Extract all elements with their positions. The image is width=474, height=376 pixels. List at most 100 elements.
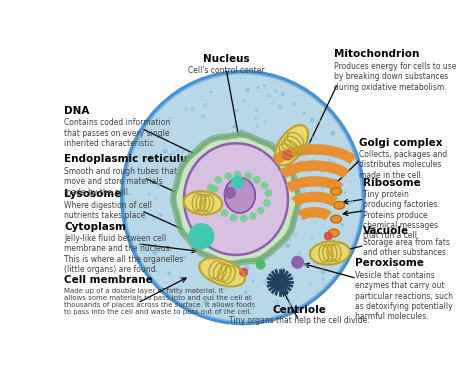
Ellipse shape	[157, 183, 160, 187]
Ellipse shape	[250, 213, 256, 219]
Ellipse shape	[330, 163, 334, 167]
Ellipse shape	[293, 219, 295, 221]
Ellipse shape	[199, 258, 245, 287]
Ellipse shape	[247, 215, 248, 217]
Ellipse shape	[170, 154, 172, 156]
Ellipse shape	[275, 125, 308, 165]
Ellipse shape	[306, 180, 309, 183]
Ellipse shape	[173, 152, 175, 154]
Ellipse shape	[219, 136, 222, 139]
Ellipse shape	[211, 204, 214, 207]
Ellipse shape	[232, 176, 243, 188]
Ellipse shape	[321, 270, 325, 274]
Ellipse shape	[225, 287, 228, 290]
Ellipse shape	[264, 280, 267, 284]
Ellipse shape	[276, 167, 279, 170]
Ellipse shape	[290, 168, 293, 171]
Ellipse shape	[290, 239, 291, 241]
Ellipse shape	[323, 145, 326, 147]
Ellipse shape	[153, 251, 157, 255]
Ellipse shape	[208, 193, 211, 197]
Ellipse shape	[295, 190, 297, 193]
Ellipse shape	[283, 267, 284, 269]
Ellipse shape	[211, 186, 218, 192]
Ellipse shape	[312, 159, 314, 161]
Ellipse shape	[270, 183, 272, 185]
Ellipse shape	[233, 303, 236, 306]
Ellipse shape	[237, 265, 240, 268]
Ellipse shape	[268, 94, 270, 97]
Ellipse shape	[280, 138, 283, 141]
Text: Ribosome: Ribosome	[363, 177, 421, 188]
Text: Mitochondrion: Mitochondrion	[334, 49, 419, 59]
Ellipse shape	[254, 240, 256, 243]
Ellipse shape	[289, 179, 292, 183]
Text: Tiny protein
producing factories.
Proteins produce
chemical messages
that run a : Tiny protein producing factories. Protei…	[363, 190, 440, 241]
Ellipse shape	[262, 188, 265, 191]
Ellipse shape	[288, 302, 292, 305]
Ellipse shape	[234, 212, 236, 215]
Ellipse shape	[281, 223, 283, 224]
Ellipse shape	[283, 203, 285, 206]
Ellipse shape	[176, 149, 179, 151]
Text: Cell membrane: Cell membrane	[64, 275, 153, 285]
Text: Vacuole: Vacuole	[363, 226, 409, 236]
Ellipse shape	[290, 176, 292, 178]
Ellipse shape	[242, 174, 245, 176]
Ellipse shape	[121, 71, 365, 324]
Ellipse shape	[328, 229, 339, 237]
Ellipse shape	[204, 301, 207, 304]
Text: Nucleus: Nucleus	[203, 55, 249, 64]
Ellipse shape	[281, 92, 284, 96]
Ellipse shape	[238, 159, 241, 162]
Ellipse shape	[256, 164, 260, 168]
Ellipse shape	[282, 290, 285, 293]
Ellipse shape	[241, 215, 247, 221]
Ellipse shape	[236, 109, 238, 111]
Ellipse shape	[334, 202, 345, 209]
Ellipse shape	[288, 146, 291, 149]
Text: Smooth and rough tubes that
move and store materials
made by the cell.: Smooth and rough tubes that move and sto…	[64, 167, 177, 197]
Text: Lysosome: Lysosome	[64, 189, 122, 199]
Ellipse shape	[264, 85, 265, 87]
Ellipse shape	[227, 149, 230, 152]
Ellipse shape	[245, 173, 251, 179]
Ellipse shape	[336, 188, 339, 191]
Ellipse shape	[310, 241, 350, 265]
Ellipse shape	[314, 192, 316, 194]
Ellipse shape	[243, 154, 244, 155]
Ellipse shape	[192, 240, 195, 243]
Ellipse shape	[191, 108, 194, 111]
Ellipse shape	[213, 202, 219, 208]
Ellipse shape	[292, 256, 303, 268]
Ellipse shape	[199, 253, 202, 256]
Text: Centriole: Centriole	[272, 305, 326, 315]
Ellipse shape	[205, 206, 207, 208]
Text: Endoplasmic reticulum: Endoplasmic reticulum	[64, 155, 199, 164]
Ellipse shape	[286, 244, 290, 247]
Ellipse shape	[309, 169, 312, 172]
Ellipse shape	[264, 121, 265, 123]
Ellipse shape	[335, 151, 338, 154]
Ellipse shape	[234, 225, 237, 228]
Ellipse shape	[256, 125, 259, 128]
Ellipse shape	[224, 282, 226, 284]
Ellipse shape	[306, 182, 307, 183]
Ellipse shape	[215, 177, 221, 183]
Ellipse shape	[240, 129, 244, 133]
Ellipse shape	[258, 233, 260, 236]
Ellipse shape	[279, 216, 282, 219]
Ellipse shape	[219, 145, 222, 148]
Ellipse shape	[301, 218, 302, 220]
Ellipse shape	[212, 294, 216, 297]
Ellipse shape	[279, 208, 280, 210]
Ellipse shape	[190, 197, 192, 200]
Ellipse shape	[342, 224, 344, 226]
Ellipse shape	[252, 280, 254, 282]
Ellipse shape	[264, 200, 270, 206]
Ellipse shape	[209, 227, 211, 229]
Text: Contains coded information
that passes on every single
inherited characteristic.: Contains coded information that passes o…	[64, 118, 171, 148]
Ellipse shape	[309, 283, 311, 285]
Ellipse shape	[201, 114, 205, 118]
Ellipse shape	[221, 210, 228, 216]
